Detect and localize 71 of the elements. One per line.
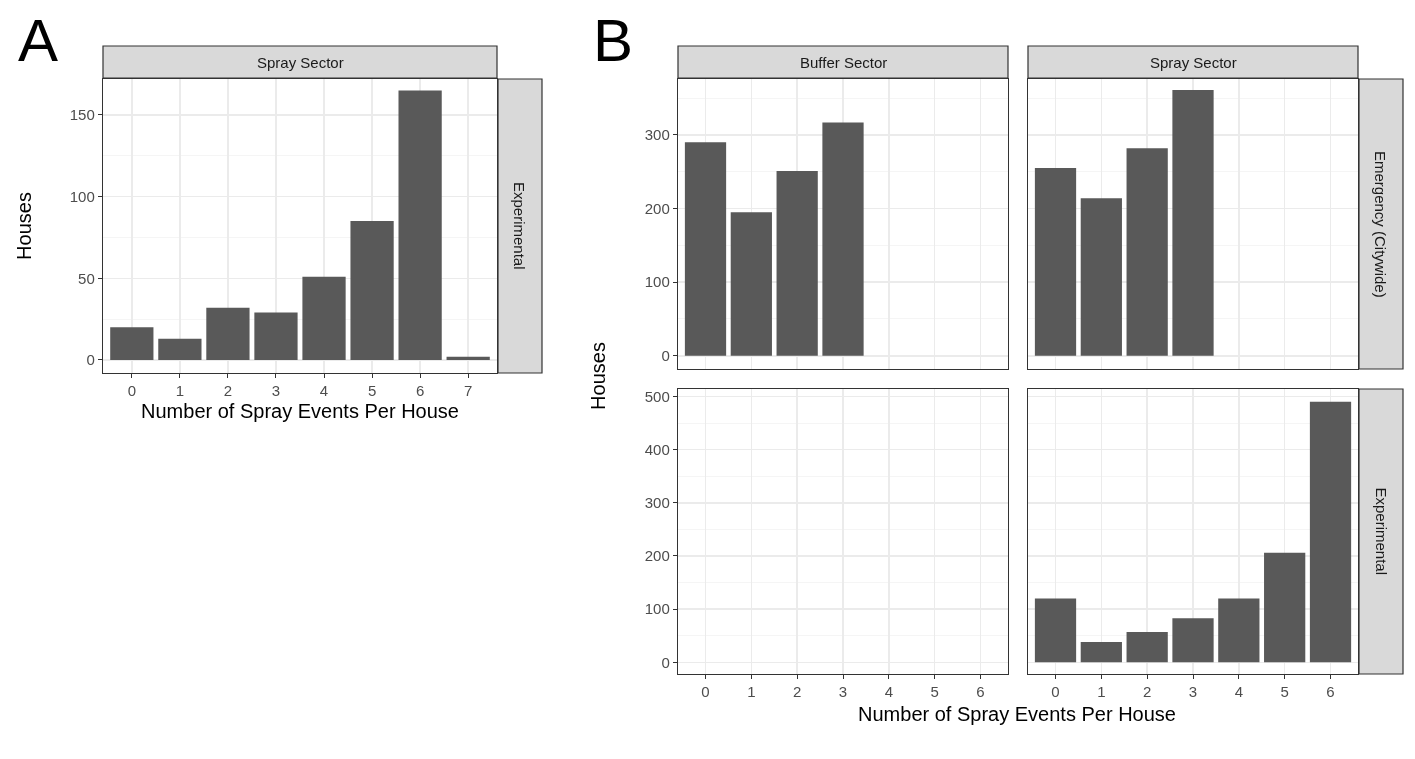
bar (1034, 168, 1077, 356)
bar (206, 307, 250, 360)
x-tick-label: 5 (367, 382, 377, 400)
bar (1126, 631, 1168, 663)
y-tick-label: 100 (69, 187, 95, 205)
x-tick-label: 6 (415, 382, 425, 400)
bar (398, 90, 442, 360)
x-tick-label: 6 (976, 683, 985, 701)
x-tick-label: 0 (127, 382, 136, 400)
y-tick-label: 400 (644, 440, 670, 458)
y-tick-label: 0 (661, 347, 670, 364)
bar (1034, 598, 1077, 663)
bar (776, 171, 818, 356)
x-tick-label: 7 (464, 382, 473, 400)
y-tick-label: 200 (644, 199, 670, 217)
text: Experimental (511, 182, 528, 270)
x-tick-label: 3 (1188, 683, 1198, 701)
bar (822, 122, 864, 356)
bar (254, 312, 298, 360)
bar (1309, 401, 1352, 663)
bar (1080, 198, 1122, 356)
y-tick-label: 50 (78, 269, 95, 287)
x-tick-label: 0 (701, 683, 710, 701)
y-tick-label: 500 (644, 387, 670, 405)
y-tick-label: 150 (69, 106, 95, 124)
chart-title: Buffer Sector (800, 54, 888, 71)
y-axis-title: Houses (12, 192, 36, 260)
bar (446, 356, 490, 360)
y-tick-label: 0 (86, 351, 95, 369)
chart-title: Spray Sector (257, 54, 344, 71)
bar (1218, 598, 1260, 663)
bar (1080, 642, 1122, 663)
y-tick-label: 300 (644, 494, 670, 512)
bar (158, 338, 202, 360)
y-axis-title: Houses (586, 342, 610, 410)
bar (1264, 552, 1306, 663)
x-tick-label: 2 (1143, 683, 1152, 701)
x-tick-label: 4 (884, 683, 893, 701)
x-tick-label: 1 (1097, 683, 1106, 701)
bar (302, 276, 346, 360)
x-axis-title: Number of Spray Events Per House (141, 399, 459, 423)
bar (110, 327, 154, 360)
bar (1126, 148, 1168, 356)
bar (1172, 618, 1214, 663)
x-tick-label: 1 (747, 683, 756, 701)
x-tick-label: 5 (1280, 683, 1289, 701)
bar (684, 142, 727, 356)
text: A (17, 5, 59, 75)
y-tick-label: 300 (644, 126, 670, 144)
text: Experimental (1372, 487, 1390, 576)
x-tick-label: 3 (271, 382, 281, 400)
bar (1172, 90, 1214, 356)
chart-title: Spray Sector (1150, 54, 1237, 71)
y-tick-label: 200 (644, 547, 670, 565)
x-tick-label: 6 (1326, 683, 1335, 701)
x-tick-label: 2 (793, 683, 802, 701)
x-tick-label: 1 (175, 382, 185, 400)
y-tick-label: 0 (661, 653, 670, 671)
x-tick-label: 0 (1051, 683, 1060, 701)
text: Emergency (Citywide) (1372, 151, 1389, 298)
x-tick-label: 2 (223, 382, 233, 400)
bar (350, 221, 394, 360)
text: B (592, 5, 634, 75)
x-tick-label: 3 (838, 683, 848, 701)
y-tick-label: 100 (644, 273, 670, 291)
x-axis-title: Number of Spray Events Per House (858, 702, 1176, 726)
x-tick-label: 4 (1234, 683, 1243, 701)
y-tick-label: 100 (644, 600, 670, 618)
x-tick-label: 5 (930, 683, 939, 701)
bar (730, 212, 772, 356)
x-tick-label: 4 (319, 382, 329, 400)
